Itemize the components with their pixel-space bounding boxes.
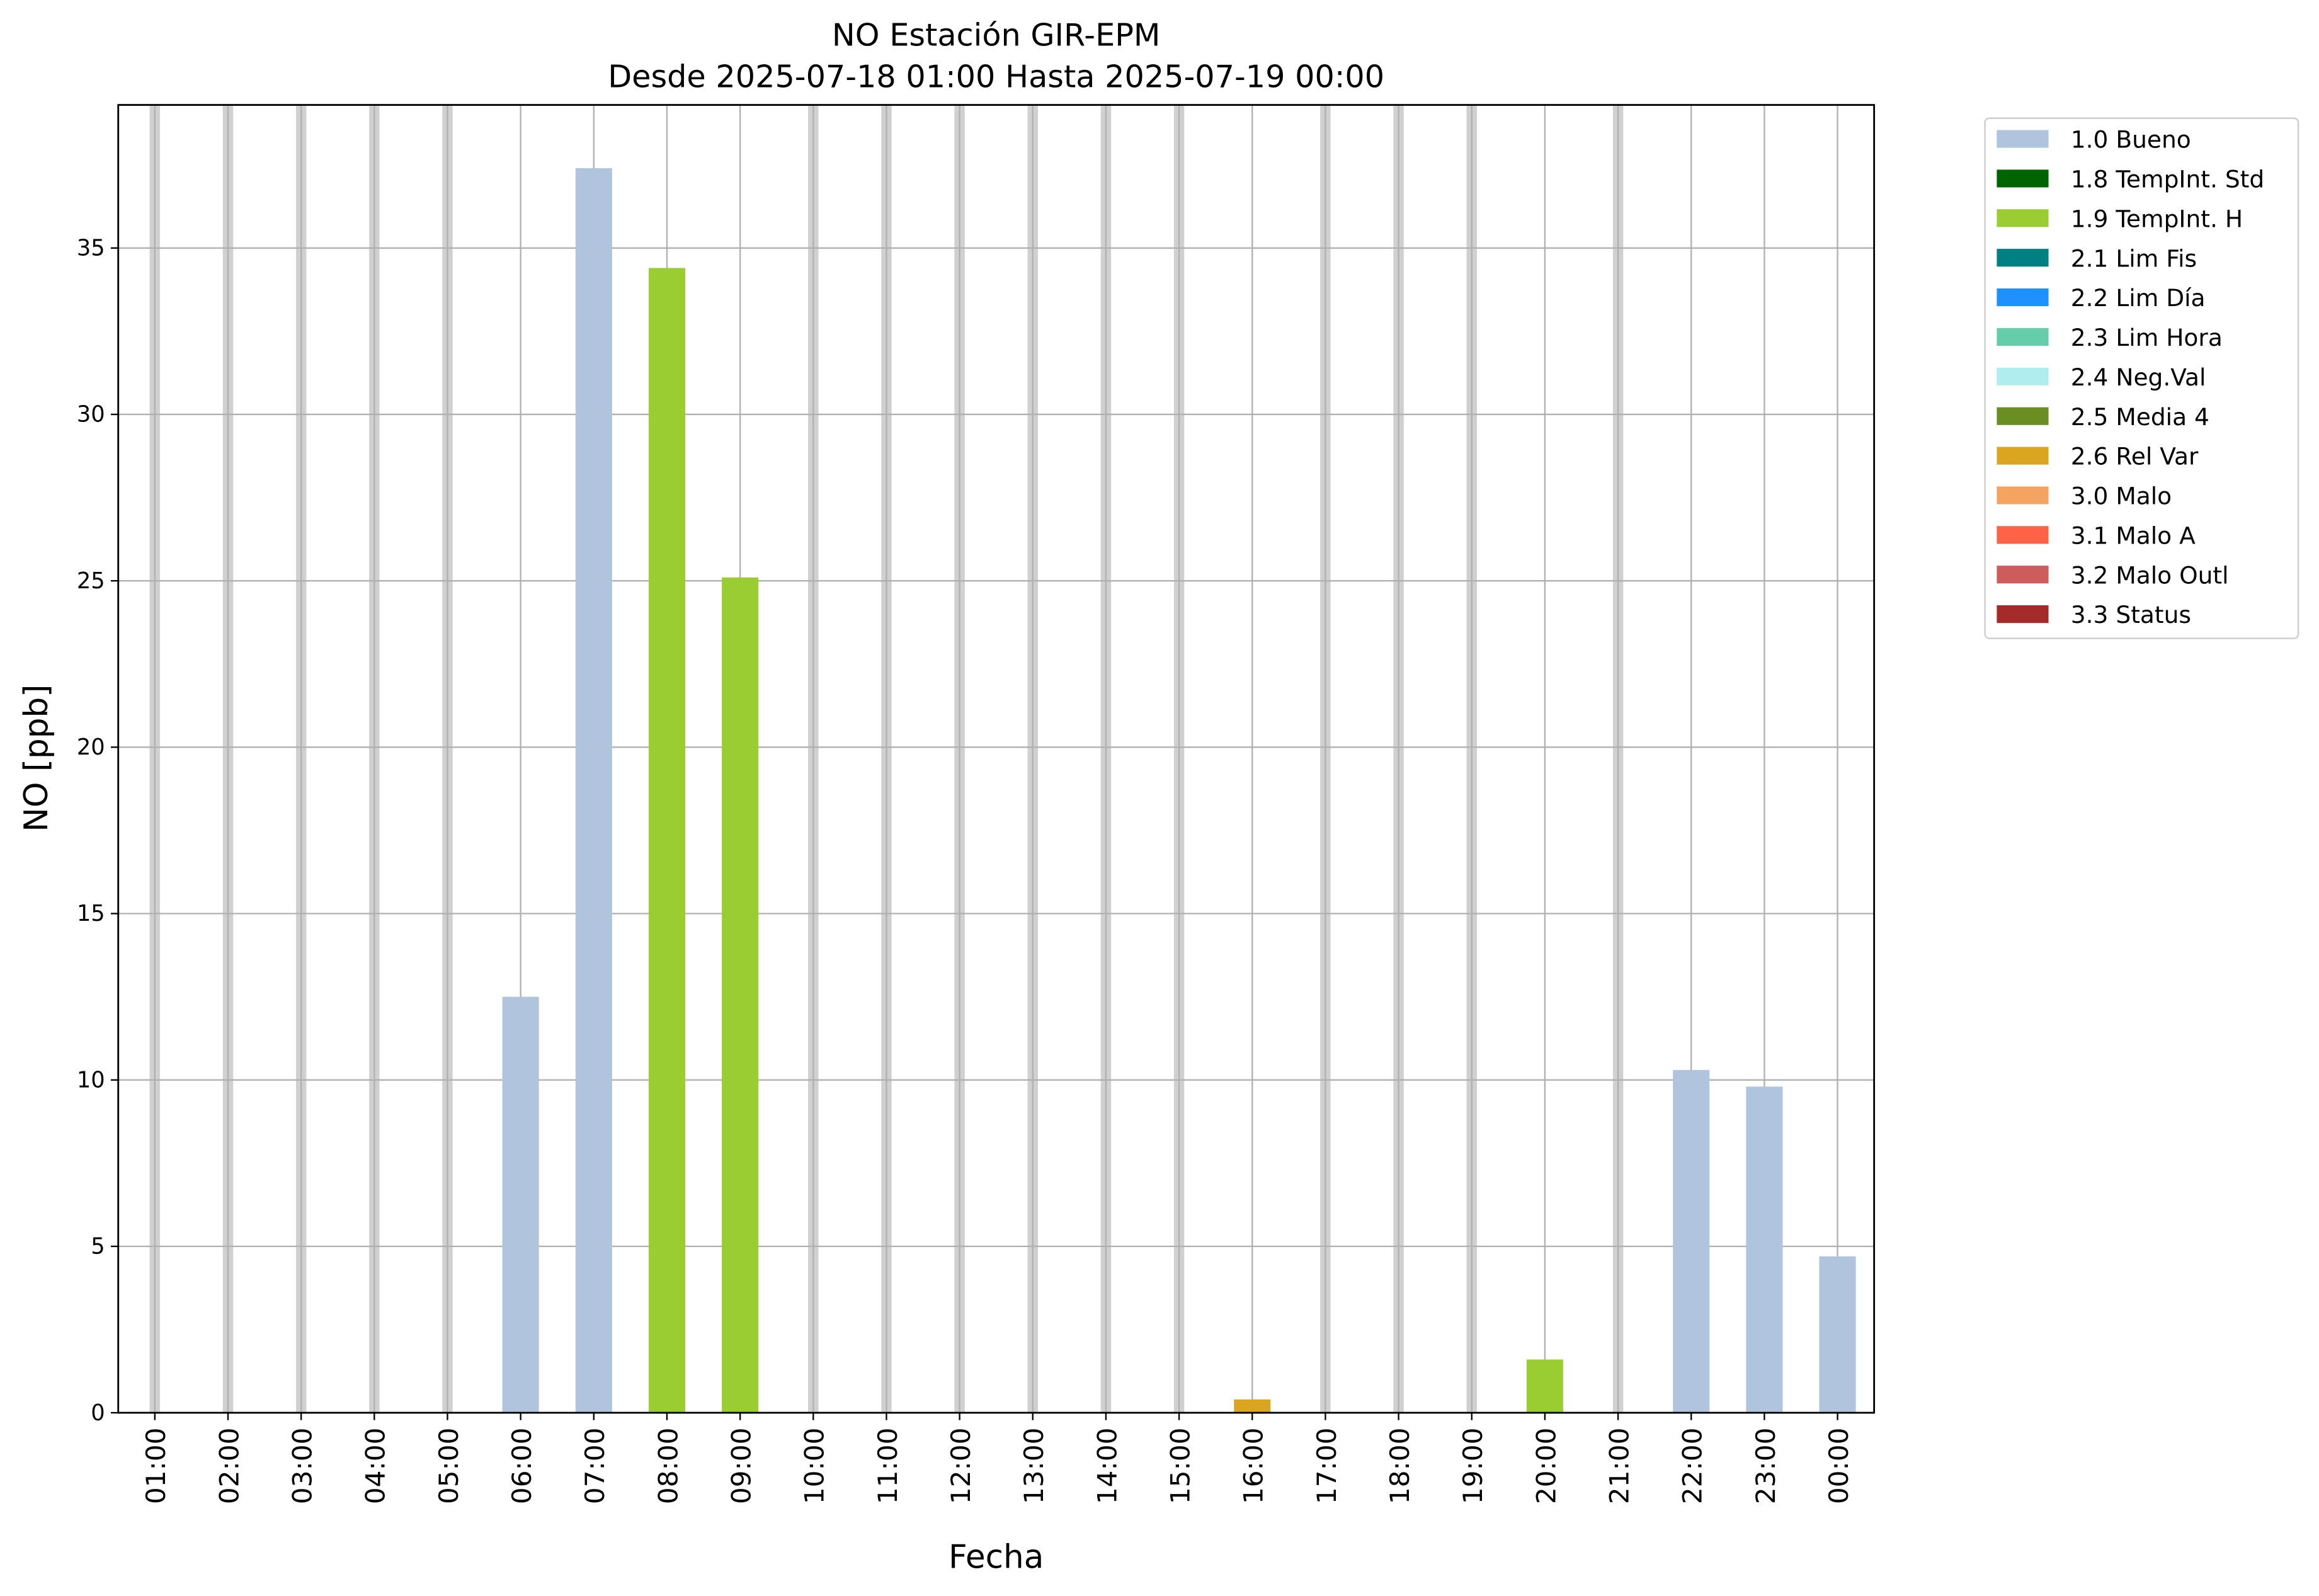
x-axis-label: Fecha [949, 1538, 1044, 1576]
x-tick-label: 17:00 [1311, 1428, 1342, 1505]
x-tick-label: 15:00 [1165, 1428, 1196, 1505]
y-tick-label: 10 [77, 1067, 105, 1093]
plot-frame [117, 104, 1876, 1414]
legend-swatch [1997, 605, 2049, 624]
legend-swatch [1997, 249, 2049, 267]
bar-segment [1746, 1086, 1783, 1413]
legend-swatch [1997, 288, 2049, 307]
legend-label: 2.2 Lim Día [2071, 284, 2206, 312]
x-tick-label: 09:00 [726, 1428, 757, 1505]
y-tick-label: 35 [77, 236, 105, 261]
legend-label: 3.2 Malo Outl [2071, 561, 2229, 589]
legend-swatch [1997, 209, 2049, 227]
bar-segment [575, 168, 612, 1413]
chart-title: NO Estación GIR-EPM [832, 17, 1160, 54]
bar-segment [1673, 1069, 1710, 1413]
y-tick-label: 0 [91, 1400, 105, 1426]
legend-swatch [1997, 169, 2049, 188]
bar-segment [1234, 1399, 1271, 1413]
x-tick-label: 12:00 [945, 1428, 976, 1505]
legend-box [1984, 117, 2299, 639]
legend-label: 3.0 Malo [2071, 482, 2172, 510]
bar-segment [648, 268, 685, 1413]
legend-label: 2.1 Lim Fis [2071, 244, 2197, 272]
legend-swatch [1997, 328, 2049, 346]
legend-swatch [1997, 486, 2049, 504]
x-tick-label: 06:00 [506, 1428, 537, 1505]
y-tick-label: 30 [77, 402, 105, 428]
legend-label: 2.6 Rel Var [2071, 443, 2199, 470]
legend-label: 2.5 Media 4 [2071, 403, 2209, 431]
legend-label: 2.3 Lim Hora [2071, 324, 2223, 351]
legend-label: 3.3 Status [2071, 601, 2191, 629]
x-tick-label: 16:00 [1238, 1428, 1269, 1505]
bar-segment [722, 577, 759, 1413]
y-axis-label: NO [ppb] [18, 685, 55, 832]
x-tick-label: 19:00 [1457, 1428, 1488, 1505]
x-tick-label: 22:00 [1677, 1428, 1708, 1505]
x-tick-label: 08:00 [652, 1428, 683, 1505]
x-tick-label: 20:00 [1530, 1428, 1561, 1505]
x-tick-label: 01:00 [140, 1428, 171, 1505]
legend-label: 1.9 TempInt. H [2071, 205, 2243, 232]
x-tick-label: 23:00 [1750, 1428, 1781, 1505]
legend-swatch [1997, 566, 2049, 584]
x-tick-label: 13:00 [1018, 1428, 1049, 1505]
legend-label: 3.1 Malo A [2071, 522, 2196, 549]
legend-swatch [1997, 407, 2049, 425]
x-tick-label: 14:00 [1091, 1428, 1122, 1505]
x-tick-label: 02:00 [214, 1428, 244, 1505]
y-tick-label: 15 [77, 901, 105, 926]
legend-swatch [1997, 130, 2049, 148]
x-tick-label: 07:00 [579, 1428, 610, 1505]
legend-label: 2.4 Neg.Val [2071, 363, 2206, 391]
legend-swatch [1997, 526, 2049, 544]
y-tick-label: 5 [91, 1234, 105, 1260]
legend-label: 1.0 Bueno [2071, 126, 2191, 154]
y-tick-label: 25 [77, 568, 105, 594]
legend-swatch [1997, 447, 2049, 465]
x-tick-label: 21:00 [1604, 1428, 1634, 1505]
legend-swatch [1997, 367, 2049, 385]
x-tick-label: 10:00 [799, 1428, 830, 1505]
chart-subtitle: Desde 2025-07-18 01:00 Hasta 2025-07-19 … [608, 58, 1384, 94]
x-tick-label: 04:00 [360, 1428, 391, 1505]
bar-segment [1526, 1359, 1563, 1413]
x-tick-label: 03:00 [287, 1428, 318, 1505]
x-tick-label: 05:00 [433, 1428, 464, 1505]
x-tick-label: 00:00 [1823, 1428, 1854, 1505]
x-tick-label: 11:00 [872, 1428, 903, 1505]
bar-segment [502, 996, 539, 1413]
bar-segment [1819, 1256, 1856, 1413]
x-tick-label: 18:00 [1384, 1428, 1415, 1505]
y-tick-label: 20 [77, 734, 105, 760]
legend-label: 1.8 TempInt. Std [2071, 166, 2264, 193]
